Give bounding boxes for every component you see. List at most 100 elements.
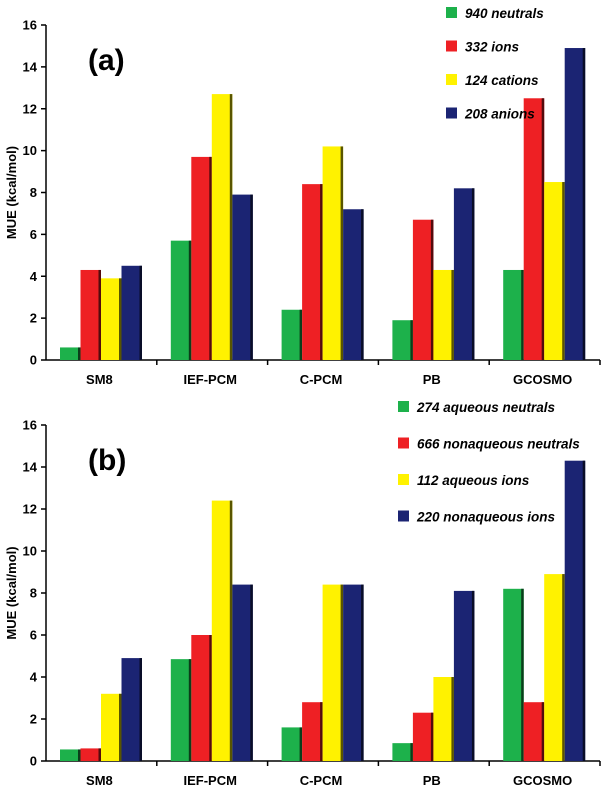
bar-2	[523, 702, 545, 761]
panel-label: (a)	[88, 44, 125, 77]
legend-label: 332 ions	[465, 40, 520, 55]
bar-2	[80, 748, 101, 761]
y-tick-label: 6	[30, 628, 37, 643]
y-tick-label: 2	[30, 311, 37, 326]
bar-2	[523, 98, 545, 360]
category-label: PB	[423, 773, 441, 788]
bar-1	[392, 743, 413, 761]
bar-4	[453, 590, 475, 761]
bar-edge	[320, 702, 323, 761]
y-axis-label: MUE (kcal/mol)	[4, 146, 19, 239]
bar-4	[564, 48, 586, 360]
bar-edge	[139, 658, 142, 761]
bar-edge	[299, 309, 303, 360]
category-label: GCOSMO	[513, 773, 572, 788]
bar-edge	[410, 743, 413, 761]
panel-label: (b)	[88, 444, 126, 477]
bar-edge	[98, 269, 101, 360]
bar-edge	[250, 194, 253, 360]
y-tick-label: 0	[30, 353, 37, 368]
bar-edge	[410, 320, 413, 360]
bar-edge	[250, 584, 253, 761]
category-label: PB	[423, 372, 441, 387]
category-label: C-PCM	[300, 372, 343, 387]
bar-edge	[188, 659, 192, 761]
bar-edge	[541, 98, 545, 360]
bar-2	[302, 702, 323, 761]
category-label: IEF-PCM	[183, 773, 236, 788]
legend-swatch	[446, 107, 457, 119]
y-tick-label: 14	[23, 460, 38, 475]
bar-edge	[582, 48, 586, 360]
bar-4	[232, 194, 253, 360]
bar-edge	[430, 712, 434, 761]
bar-1	[392, 320, 413, 360]
bar-edge	[521, 269, 524, 360]
legend-swatch	[446, 40, 457, 52]
bar-4	[453, 188, 475, 360]
bar-3	[433, 677, 454, 761]
bar-3	[211, 94, 233, 360]
bar-edge	[361, 209, 364, 360]
category-label: IEF-PCM	[183, 372, 236, 387]
y-tick-label: 0	[30, 754, 37, 769]
bar-edge	[451, 677, 454, 761]
legend-label: 666 nonaqueous neutrals	[417, 437, 580, 452]
bar-4	[121, 658, 142, 761]
legend-label: 112 aqueous ions	[417, 473, 530, 488]
bar-4	[121, 265, 142, 360]
bar-2	[302, 184, 323, 360]
bar-2	[80, 269, 101, 360]
bar-1	[503, 269, 524, 360]
bar-edge	[78, 347, 81, 360]
bar-1	[60, 749, 81, 761]
legend-swatch	[398, 474, 409, 485]
y-tick-label: 14	[23, 59, 38, 74]
legend: 274 aqueous neutrals 666 nonaqueous neutr…	[398, 400, 580, 525]
bar-4	[564, 460, 586, 761]
legend-swatch	[398, 510, 409, 522]
bar-3	[322, 146, 344, 360]
bar-edge	[209, 635, 212, 761]
chart-panel-1: 0 2 4 6 8 10 12 14 16 MUE (kcal/mol) SM8 IEF-PCM C-P…	[4, 6, 601, 387]
bar-1	[503, 588, 524, 761]
legend-swatch	[446, 74, 457, 85]
bar-edge	[471, 188, 475, 360]
bar-edge	[340, 584, 344, 761]
bar-edge	[188, 240, 192, 360]
legend-label: 208 anions	[464, 107, 535, 122]
bar-2	[412, 219, 434, 360]
bar-3	[433, 269, 454, 360]
y-tick-label: 6	[30, 227, 37, 242]
bar-edge	[541, 702, 545, 761]
bar-3	[544, 182, 565, 360]
legend-swatch	[398, 437, 409, 449]
category-label: SM8	[86, 773, 113, 788]
y-tick-label: 12	[23, 101, 37, 116]
legend-swatch	[398, 401, 409, 412]
bar-4	[232, 584, 253, 761]
category-label: GCOSMO	[513, 372, 572, 387]
bar-edge	[451, 269, 454, 360]
legend-swatch	[446, 7, 457, 18]
y-tick-label: 16	[23, 18, 37, 33]
bar-edge	[229, 94, 233, 360]
bar-1	[60, 347, 81, 360]
bar-1	[281, 309, 303, 360]
bar-edge	[430, 219, 434, 360]
y-tick-label: 8	[30, 185, 37, 200]
bar-3	[211, 500, 233, 761]
bar-edge	[562, 182, 565, 360]
bar-edge	[78, 749, 81, 761]
y-tick-label: 8	[30, 586, 37, 601]
y-tick-label: 4	[30, 670, 38, 685]
bar-edge	[98, 748, 101, 761]
bar-edge	[119, 278, 122, 360]
bar-edge	[139, 265, 142, 360]
legend-label: 124 cations	[465, 73, 539, 88]
bar-4	[343, 584, 364, 761]
legend-label: 940 neutrals	[465, 6, 544, 21]
bar-edge	[340, 146, 344, 360]
bar-2	[412, 712, 434, 761]
